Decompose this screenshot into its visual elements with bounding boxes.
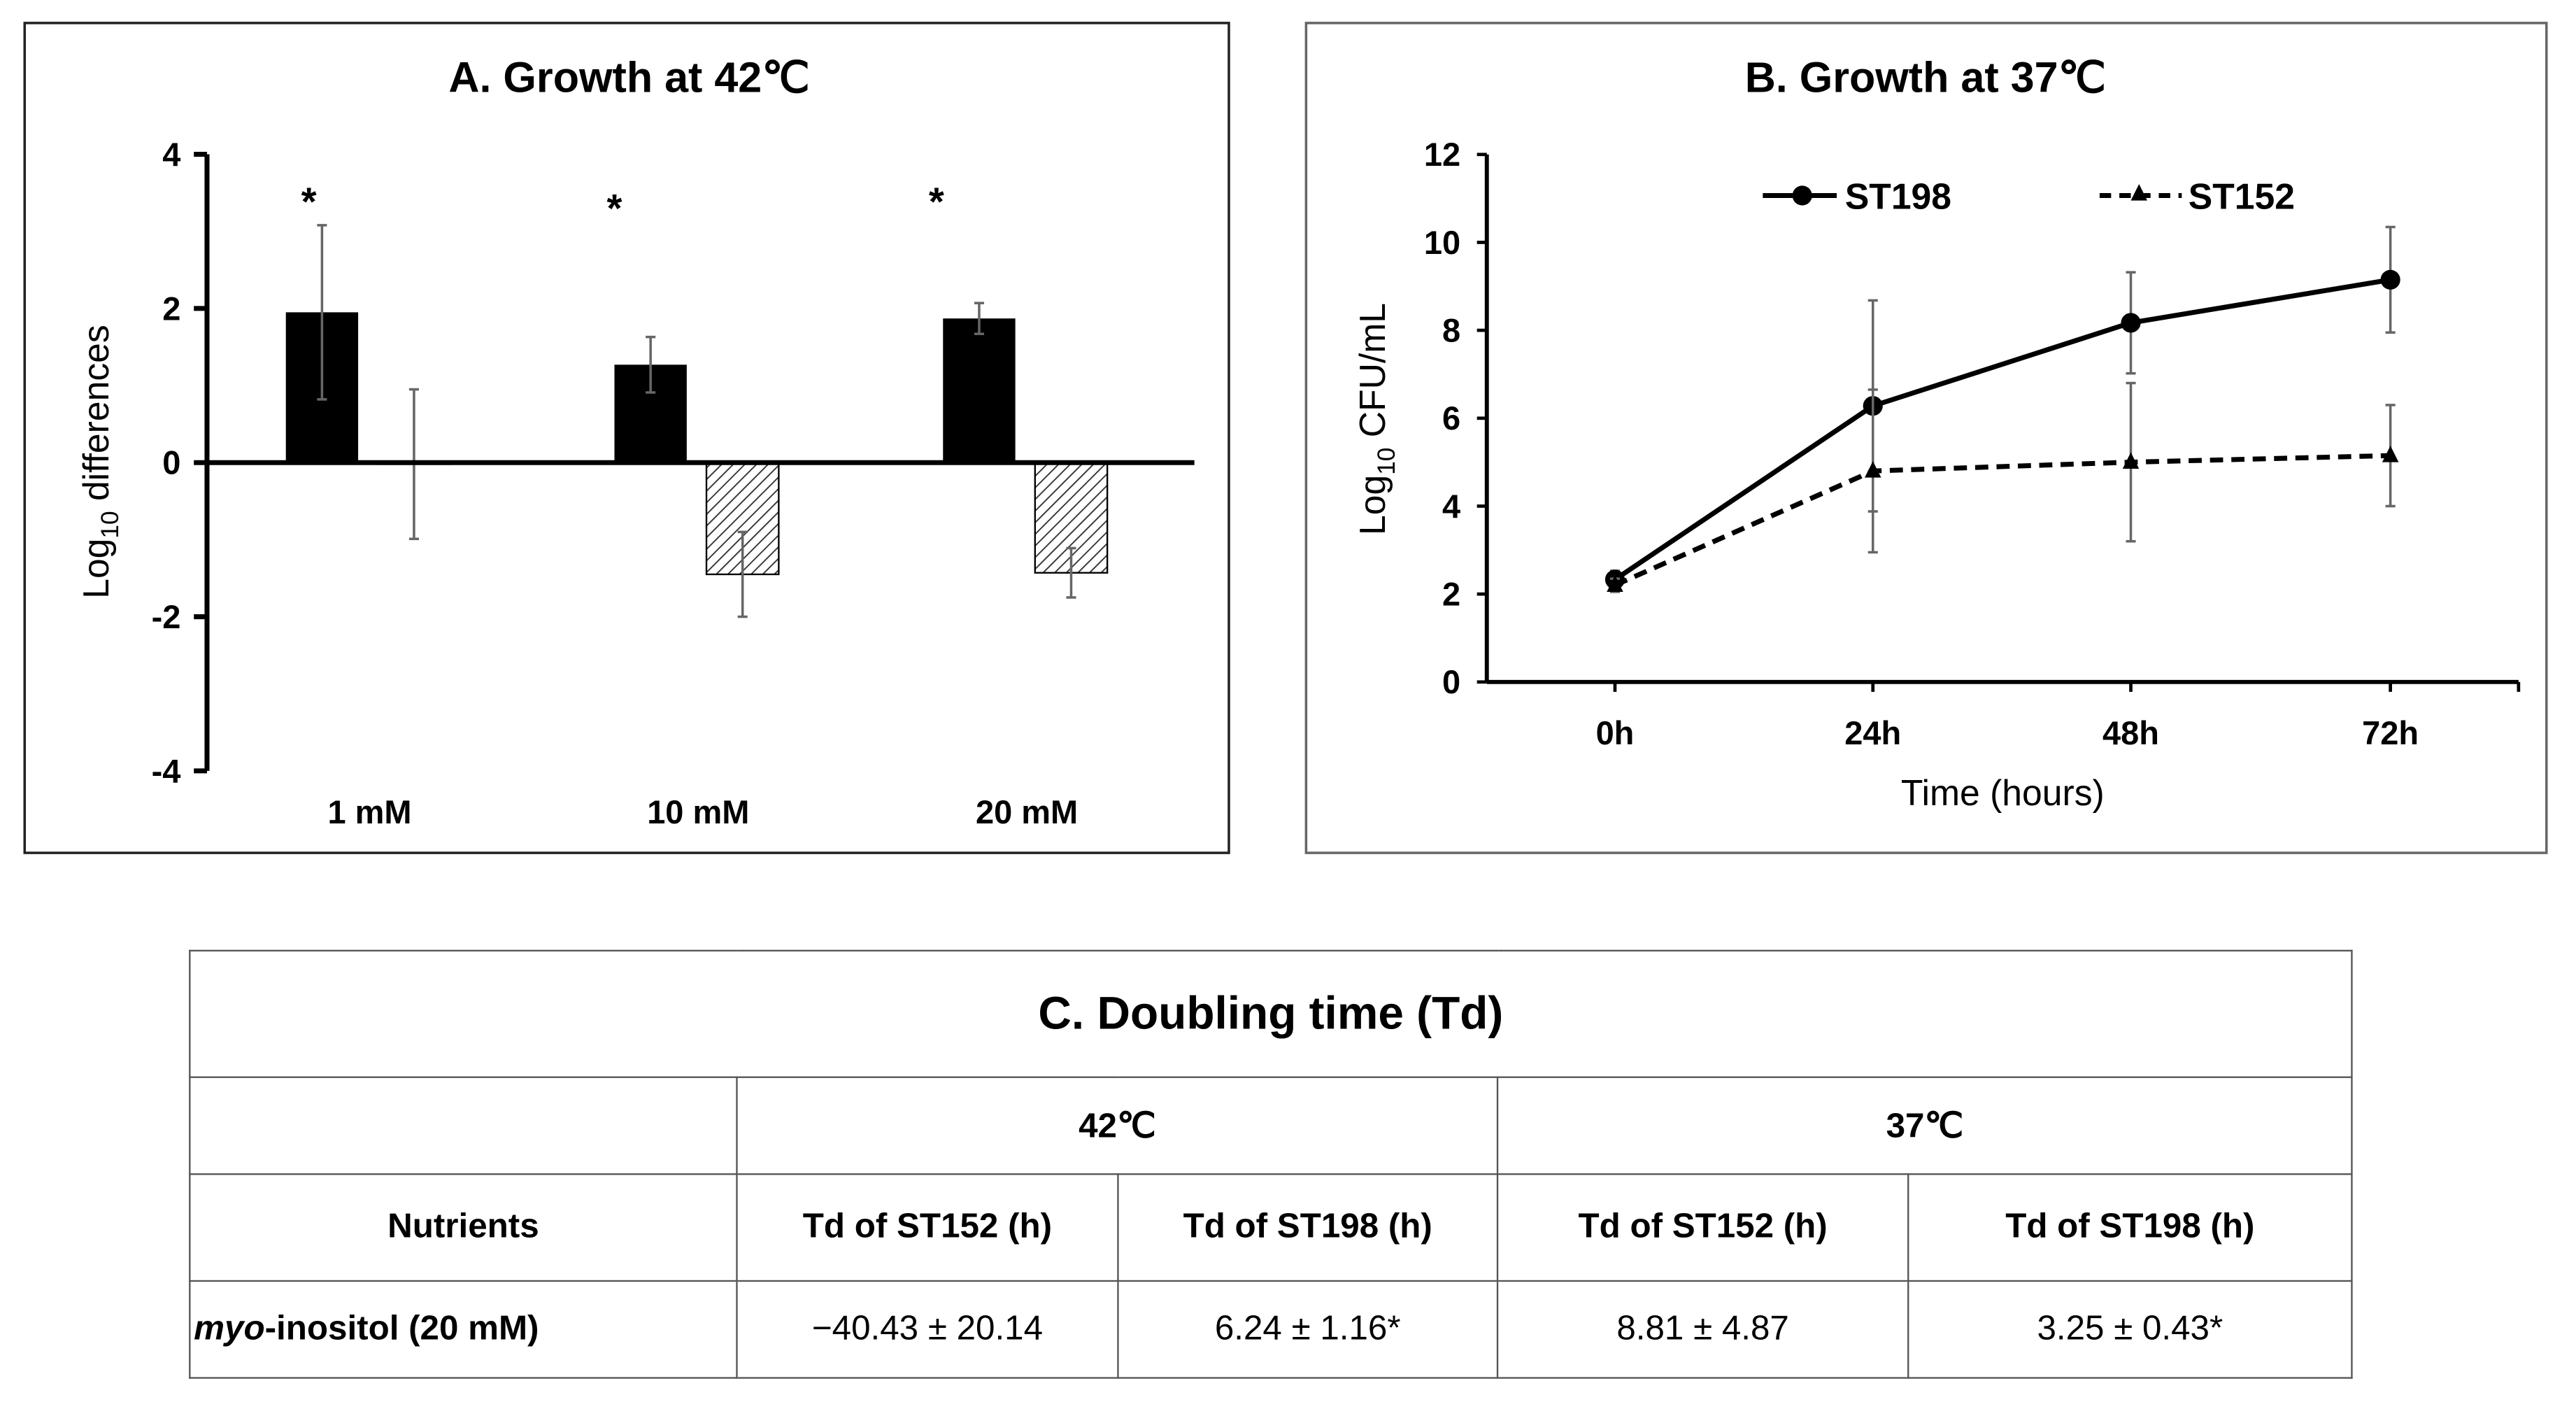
- bar-st198: [943, 318, 1016, 463]
- y-tick-label: -2: [152, 598, 181, 635]
- panel-b-frame: [1304, 22, 2548, 854]
- table-empty-cell: [189, 1076, 738, 1175]
- panel-a-title: A. Growth at 42℃: [448, 54, 809, 101]
- y-tick-label: 8: [1442, 312, 1460, 349]
- point-st198: [2121, 313, 2141, 333]
- group-37: 37℃: [1496, 1076, 2353, 1175]
- x-tick-label: 24h: [1844, 714, 1901, 751]
- y-tick-label: 2: [162, 290, 180, 327]
- point-st152: [2122, 452, 2140, 469]
- header-td-st198-42: Td of ST198 (h): [1117, 1173, 1499, 1282]
- legend-label-st152: ST152: [2189, 176, 2295, 216]
- point-st152: [1865, 461, 1881, 478]
- panel-a-frame: [23, 22, 1230, 854]
- significance-asterisk: *: [607, 186, 622, 230]
- x-category-label: 1 mM: [327, 793, 411, 830]
- y-tick-label: 12: [1424, 136, 1460, 173]
- header-td-st152-37: Td of ST152 (h): [1496, 1173, 1909, 1282]
- significance-asterisk: *: [929, 180, 944, 224]
- header-td-st152-42: Td of ST152 (h): [736, 1173, 1119, 1282]
- value-st198-42: 6.24 ± 1.16*: [1117, 1280, 1499, 1379]
- legend-label-st198: ST198: [1845, 176, 1951, 216]
- nutrient-italic: myo: [194, 1310, 265, 1348]
- panel-a-ylabel: Log10 differences: [76, 325, 124, 598]
- header-nutrients: Nutrients: [189, 1173, 738, 1282]
- y-tick-label: 0: [162, 444, 180, 481]
- point-st152: [2382, 446, 2399, 462]
- nutrient-cell: myo-inositol (20 mM): [189, 1280, 738, 1379]
- legend-marker-st152: [2130, 184, 2148, 201]
- panel-b-ylabel: Log10 CFU/mL: [1352, 303, 1400, 535]
- y-tick-label: -4: [152, 752, 181, 789]
- y-tick-label: 4: [1442, 488, 1460, 525]
- y-tick-label: 10: [1424, 224, 1460, 261]
- y-tick-label: 2: [1442, 576, 1460, 613]
- panel-b-xlabel: Time (hours): [1901, 772, 2105, 813]
- point-st198: [2380, 269, 2400, 290]
- point-st152: [1607, 575, 1623, 592]
- x-tick-label: 0h: [1596, 714, 1635, 751]
- line-st152: [1614, 453, 2391, 588]
- value-st152-42: −40.43 ± 20.14: [736, 1280, 1119, 1379]
- nutrient-rest: -inositol (20 mM): [264, 1310, 539, 1348]
- significance-asterisk: *: [301, 180, 317, 224]
- x-category-label: 10 mM: [647, 793, 749, 830]
- value-st152-37: 8.81 ± 4.87: [1496, 1280, 1909, 1379]
- y-tick-label: 4: [162, 136, 180, 173]
- y-tick-label: 0: [1442, 663, 1460, 700]
- doubling-time-table: C. Doubling time (Td) 42℃ 37℃ Nutrients …: [189, 949, 2353, 1379]
- x-tick-label: 48h: [2102, 714, 2159, 751]
- line-st198: [1614, 277, 2391, 582]
- group-42: 42℃: [736, 1076, 1499, 1175]
- header-td-st198-37: Td of ST198 (h): [1907, 1173, 2353, 1282]
- x-tick-label: 72h: [2362, 714, 2419, 751]
- panel-b-title: B. Growth at 37℃: [1745, 54, 2106, 101]
- x-category-label: 20 mM: [976, 793, 1078, 830]
- table-title: C. Doubling time (Td): [189, 949, 2353, 1078]
- y-tick-label: 6: [1442, 399, 1460, 437]
- legend-marker-st198: [1792, 185, 1812, 206]
- value-st198-37: 3.25 ± 0.43*: [1907, 1280, 2353, 1379]
